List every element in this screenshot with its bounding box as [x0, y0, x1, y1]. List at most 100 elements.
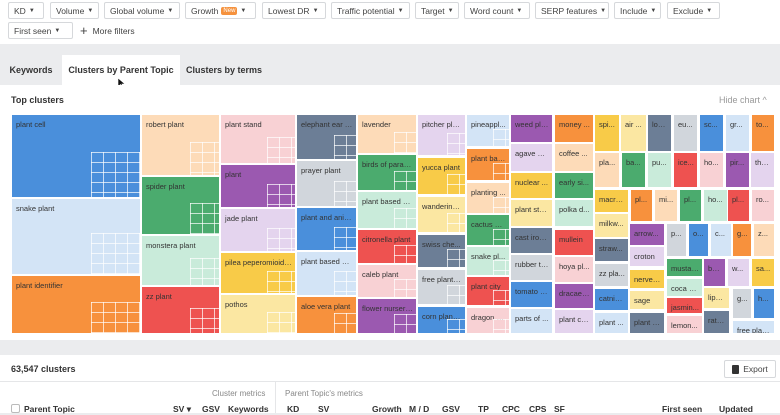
cluster-tile[interactable]: mustar...	[667, 259, 702, 276]
cluster-tile[interactable]: pilea peperomioides	[221, 253, 295, 293]
cluster-tile[interactable]: o...	[689, 224, 708, 256]
column-header-sf[interactable]: SF	[554, 404, 565, 414]
cluster-tile[interactable]: pl...	[728, 190, 749, 221]
cluster-tile[interactable]: monstera plant	[142, 236, 219, 285]
hide-chart-button[interactable]: Hide chart ^	[719, 95, 767, 105]
cluster-tile[interactable]: to...	[752, 115, 774, 151]
cluster-tile[interactable]: z...	[754, 224, 774, 256]
cluster-tile[interactable]: parts of ...	[511, 309, 552, 333]
cluster-tile[interactable]: plant stand	[221, 115, 295, 163]
cluster-tile[interactable]: dragon fr...	[467, 308, 509, 333]
cluster-tile[interactable]: agave pl...	[511, 144, 552, 171]
column-header-tp[interactable]: TP	[478, 404, 489, 414]
cluster-tile[interactable]: elephant ear pl...	[297, 115, 356, 159]
cluster-tile[interactable]: plant based pr...	[358, 192, 416, 228]
cluster-tile[interactable]: pu...	[648, 153, 671, 187]
cluster-tile[interactable]: plant bas...	[467, 149, 509, 180]
cluster-tile[interactable]: snake pl...	[467, 247, 509, 275]
cluster-tile[interactable]: tomato p...	[511, 282, 552, 307]
cluster-tile[interactable]: croton	[630, 247, 664, 266]
cluster-tile[interactable]: coffee ...	[555, 144, 593, 171]
cluster-tile[interactable]: macra...	[595, 190, 628, 212]
cluster-tile[interactable]: robert plant	[142, 115, 219, 175]
cluster-tile[interactable]: sc...	[700, 115, 723, 151]
column-header-gsv[interactable]: GSV	[442, 404, 460, 414]
cluster-tile[interactable]: caleb plant	[358, 265, 416, 297]
cluster-tile[interactable]: plant based diet	[297, 252, 356, 295]
cluster-tile[interactable]: plant cells	[555, 310, 593, 333]
cluster-tile[interactable]: gr...	[726, 115, 749, 151]
cluster-tile[interactable]: milkw...	[595, 214, 628, 237]
cluster-tile[interactable]: early si...	[555, 173, 593, 198]
cluster-tile[interactable]: pothos	[221, 295, 295, 333]
cluster-tile[interactable]: pir...	[726, 153, 749, 187]
filter-kd[interactable]: KD ▼	[8, 2, 44, 19]
cluster-tile[interactable]: nuclear ...	[511, 173, 552, 198]
cluster-tile[interactable]: aloe vera plant	[297, 297, 356, 333]
filter-exclude[interactable]: Exclude ▼	[667, 2, 720, 19]
cluster-tile[interactable]: pl...	[631, 190, 652, 221]
column-header-first-seen[interactable]: First seen	[662, 404, 703, 414]
column-header-gsv[interactable]: GSV	[202, 404, 220, 414]
cluster-tile[interactable]: plant sta...	[511, 200, 552, 226]
cluster-tile[interactable]: sa...	[752, 259, 774, 286]
column-header-kd[interactable]: KD	[287, 404, 300, 414]
cluster-tile[interactable]: ro...	[752, 190, 774, 221]
cluster-tile[interactable]: catnip...	[595, 289, 628, 310]
column-header-parent-topic[interactable]: Parent Topic	[24, 404, 75, 414]
column-header-keywords[interactable]: Keywords	[228, 404, 269, 414]
filter-global-volume[interactable]: Global volume ▼	[104, 2, 180, 19]
cluster-tile[interactable]: spider plant	[142, 177, 219, 234]
column-header-sv[interactable]: SV	[318, 404, 330, 414]
filter-growth[interactable]: Growth New ▼	[185, 2, 256, 19]
cluster-tile[interactable]: c...	[711, 224, 731, 256]
cluster-tile[interactable]: plant cell	[12, 115, 140, 197]
cluster-tile[interactable]: weed plant	[511, 115, 552, 142]
cluster-tile[interactable]: cast iron...	[511, 228, 552, 253]
more-filters-button[interactable]: + More filters	[80, 22, 135, 39]
cluster-tile[interactable]: plant identifier	[12, 276, 140, 333]
cluster-tile[interactable]: w...	[728, 259, 749, 286]
cluster-tile[interactable]: mi...	[655, 190, 677, 221]
export-button[interactable]: Export	[724, 360, 776, 378]
filter-word-count[interactable]: Word count ▼	[464, 2, 530, 19]
cluster-tile[interactable]: swiss che...	[418, 235, 465, 267]
cluster-tile[interactable]: pineappl...	[467, 115, 509, 146]
cluster-tile[interactable]: zz plant	[142, 287, 219, 333]
cluster-tile[interactable]: cactus pl...	[467, 215, 509, 245]
cluster-tile[interactable]: plant and anim...	[297, 208, 356, 250]
cluster-tile[interactable]: plant	[221, 165, 295, 207]
tab-clusters-by-parent-topic[interactable]: Clusters by Parent Topic	[62, 55, 180, 85]
cluster-tile[interactable]: nerve ...	[630, 270, 664, 288]
filter-serp-features[interactable]: SERP features ▼	[535, 2, 609, 19]
filter-first-seen[interactable]: First seen ▼	[8, 22, 73, 39]
cluster-tile[interactable]: plant city	[467, 277, 509, 305]
column-header-sv[interactable]: SV ▾	[173, 404, 191, 414]
column-header-m-d[interactable]: M / D	[409, 404, 430, 414]
cluster-tile[interactable]: hoya pl...	[555, 257, 593, 282]
cluster-tile[interactable]: loo...	[648, 115, 671, 151]
cluster-tile[interactable]: corn plant ...	[418, 307, 465, 333]
cluster-tile[interactable]: free plant i...	[418, 270, 465, 304]
cluster-tile[interactable]: straw...	[595, 239, 628, 261]
cluster-tile[interactable]: jade plant	[221, 209, 295, 251]
cluster-tile[interactable]: sage	[630, 291, 664, 309]
cluster-tile[interactable]: air ...	[621, 115, 646, 151]
cluster-tile[interactable]: prayer plant	[297, 161, 356, 206]
cluster-tile[interactable]: yucca plant	[418, 158, 465, 194]
filter-traffic-potential[interactable]: Traffic potential ▼	[331, 2, 410, 19]
column-header-updated[interactable]: Updated	[719, 404, 753, 414]
cluster-tile[interactable]: rubber tr...	[511, 255, 552, 280]
select-all-checkbox[interactable]	[11, 404, 20, 413]
tab-keywords[interactable]: Keywords	[9, 65, 53, 75]
cluster-tile[interactable]: money ...	[555, 115, 593, 142]
cluster-tile[interactable]: zz pla...	[595, 264, 628, 286]
cluster-tile[interactable]: birds of paradise	[358, 155, 416, 190]
cluster-tile[interactable]: polka d...	[555, 200, 593, 226]
cluster-tile[interactable]: lemon...	[667, 316, 702, 333]
column-header-cps[interactable]: CPS	[529, 404, 547, 414]
cluster-tile[interactable]: ba...	[622, 153, 645, 187]
filter-include[interactable]: Include ▼	[614, 2, 661, 19]
cluster-tile[interactable]: arrow...	[630, 224, 664, 245]
cluster-tile[interactable]: g...	[733, 224, 751, 256]
